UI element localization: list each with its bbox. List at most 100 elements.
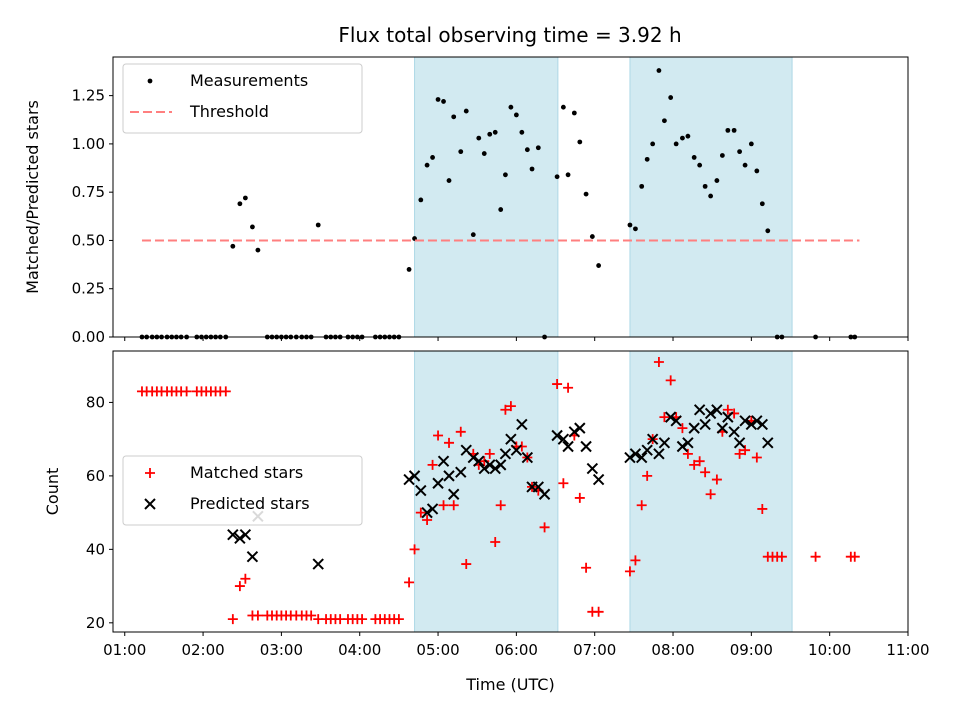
predicted-star-point xyxy=(443,470,455,482)
y-tick-label: 60 xyxy=(86,467,105,485)
matched-star-point xyxy=(849,551,860,562)
matched-star-point xyxy=(409,544,420,555)
y-tick-label: 1.25 xyxy=(72,87,105,105)
matched-star-point xyxy=(516,441,527,452)
observing-span xyxy=(414,56,559,338)
matched-star-point xyxy=(422,514,433,525)
predicted-star-point xyxy=(538,488,551,500)
matched-star-point xyxy=(357,614,368,625)
predicted-star-point xyxy=(664,411,677,423)
matched-star-point xyxy=(404,577,415,588)
measurement-point xyxy=(583,191,589,197)
matched-star-point xyxy=(810,551,821,562)
matched-star-point xyxy=(552,379,563,390)
measurement-point xyxy=(524,147,530,153)
predicted-star-point xyxy=(499,448,512,460)
measurement-point xyxy=(508,104,514,110)
matched-star-point xyxy=(495,500,506,511)
predicted-star-point xyxy=(739,415,751,427)
measurement-point xyxy=(697,162,703,168)
x-tick-label: 03:00 xyxy=(260,641,303,659)
predicted-star-point xyxy=(562,440,574,453)
x-tick-label: 08:00 xyxy=(651,641,694,659)
predicted-star-point xyxy=(455,466,467,478)
x-tick-label: 07:00 xyxy=(573,641,616,659)
predicted-star-point xyxy=(448,488,460,500)
matched-star-point xyxy=(181,386,192,397)
matched-star-point xyxy=(636,500,647,511)
matched-star-point xyxy=(722,404,733,415)
measurement-point xyxy=(589,234,595,239)
matched-star-point xyxy=(757,503,768,514)
predicted-star-point xyxy=(756,418,769,431)
measurement-point xyxy=(435,97,441,102)
measurement-point xyxy=(627,222,633,228)
predicted-star-point xyxy=(473,455,485,467)
matched-star-point xyxy=(448,500,459,511)
matched-star-point xyxy=(240,573,251,584)
y-axis-label: Count xyxy=(43,468,62,516)
matched-star-point xyxy=(393,614,404,625)
predicted-star-point xyxy=(574,422,586,434)
predicted-star-point xyxy=(557,433,570,445)
predicted-star-point xyxy=(624,451,636,464)
predicted-star-point xyxy=(688,422,700,434)
matched-star-point xyxy=(220,386,231,397)
y-tick-label: 40 xyxy=(86,540,105,558)
measurement-point xyxy=(765,228,771,234)
predicted-star-point xyxy=(580,440,592,453)
y-tick-label: 0.75 xyxy=(72,183,105,201)
measurement-point xyxy=(748,141,754,147)
predicted-star-point xyxy=(437,455,450,467)
predicted-star-point xyxy=(716,422,729,434)
measurement-point xyxy=(255,247,261,253)
matched-star-point xyxy=(642,470,653,481)
measurement-point xyxy=(560,104,566,110)
measurement-point xyxy=(503,172,508,178)
predicted-star-point xyxy=(403,473,415,486)
matched-star-point xyxy=(558,478,569,489)
predicted-star-point xyxy=(246,550,259,563)
measurement-point xyxy=(731,127,737,133)
measurement-point xyxy=(492,129,498,135)
measurement-point xyxy=(430,155,435,160)
measurement-point xyxy=(708,193,714,199)
y-tick-label: 20 xyxy=(86,614,105,632)
measurement-point xyxy=(406,267,412,272)
measurement-point xyxy=(719,153,725,158)
measurement-point xyxy=(498,207,504,212)
matched-star-point xyxy=(677,423,688,434)
measurement-point xyxy=(633,226,638,232)
x-tick-label: 04:00 xyxy=(338,641,381,659)
legend-box xyxy=(122,455,363,526)
matched-star-point xyxy=(705,489,716,500)
predicted-star-point xyxy=(239,528,252,541)
x-tick-label: 02:00 xyxy=(181,641,224,659)
legend-label: Predicted stars xyxy=(190,494,310,513)
predicted-star-point xyxy=(699,418,711,431)
x-tick-label: 06:00 xyxy=(495,641,538,659)
predicted-star-point xyxy=(312,558,324,570)
y-tick-label: 1.00 xyxy=(72,135,105,153)
legend: Measurements Threshold xyxy=(122,63,363,134)
matched-star-point xyxy=(490,537,501,548)
predicted-star-point xyxy=(510,444,523,456)
matched-star-point xyxy=(593,606,604,617)
bottom-panel: 20 40 60 80 01:00 02:00 03:00 04:00 05:00 06:00 07… xyxy=(43,350,930,694)
matched-star-point xyxy=(484,448,495,459)
plot-frame xyxy=(112,350,909,633)
measurement-point xyxy=(424,162,430,168)
measurement-point xyxy=(668,95,674,100)
predicted-star-point xyxy=(432,477,444,489)
predicted-star-point xyxy=(467,451,480,464)
matched-star-point xyxy=(581,562,592,573)
y-axis-label: Matched/Predicted stars xyxy=(23,100,42,294)
predicted-star-point xyxy=(653,448,665,460)
matched-star-point xyxy=(694,456,705,467)
x-tick-label: 01:00 xyxy=(103,641,146,659)
predicted-star-point xyxy=(421,506,433,519)
measurement-point xyxy=(529,166,535,172)
measurement-point xyxy=(685,133,691,139)
matched-star-point xyxy=(682,448,693,459)
